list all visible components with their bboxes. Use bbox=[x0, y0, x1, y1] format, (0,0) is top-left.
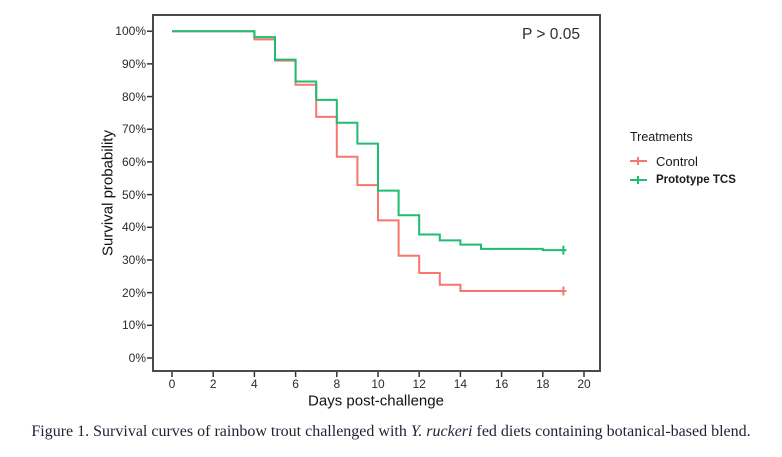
legend-item-control: Control bbox=[630, 153, 736, 169]
panel-border bbox=[152, 14, 601, 372]
x-tick-label: 14 bbox=[453, 377, 468, 391]
prototype-tcs-key-icon bbox=[630, 175, 647, 185]
x-tick-label: 4 bbox=[251, 377, 258, 391]
p-value-annotation: P > 0.05 bbox=[522, 26, 580, 43]
y-tick-label: 30% bbox=[121, 252, 146, 267]
y-tick-label: 100% bbox=[115, 24, 146, 39]
x-tick-label: 12 bbox=[412, 377, 426, 391]
x-axis-title: Days post-challenge bbox=[308, 392, 444, 410]
y-tick-label: 80% bbox=[121, 89, 146, 104]
x-tick-label: 0 bbox=[168, 377, 176, 391]
x-tick-label: 16 bbox=[494, 377, 509, 391]
control-key-icon bbox=[630, 156, 647, 166]
legend: Treatments Control Prototype TCS bbox=[630, 130, 736, 192]
survival-curve-control bbox=[172, 30, 567, 293]
caption-suffix: fed diets containing botanical-based ble… bbox=[472, 423, 751, 440]
x-tick-label: 20 bbox=[577, 377, 591, 391]
legend-title: Treatments bbox=[630, 130, 693, 144]
caption-prefix: Figure 1. Survival curves of rainbow tro… bbox=[31, 423, 411, 440]
x-tick-label: 18 bbox=[536, 377, 550, 391]
y-tick-label: 90% bbox=[121, 56, 146, 71]
x-tick-label: 6 bbox=[292, 377, 299, 391]
survival-curve-prototype-tcs bbox=[172, 30, 567, 252]
survival-plot-svg bbox=[147, 14, 601, 377]
y-tick-label: 50% bbox=[121, 187, 146, 202]
y-tick-label: 60% bbox=[121, 154, 146, 169]
y-tick-label: 10% bbox=[121, 318, 146, 333]
x-tick-label: 8 bbox=[333, 377, 341, 391]
y-tick-label: 0% bbox=[128, 351, 146, 365]
y-tick-label: 40% bbox=[121, 220, 146, 235]
caption-italic-species: Y. ruckeri bbox=[410, 423, 473, 440]
y-tick-label: 70% bbox=[121, 122, 146, 137]
y-tick-label: 20% bbox=[121, 285, 146, 300]
figure-caption: Figure 1. Survival curves of rainbow tro… bbox=[0, 423, 782, 441]
x-tick-label: 10 bbox=[371, 377, 385, 391]
legend-label-prototype-tcs: Prototype TCS bbox=[656, 174, 736, 186]
prototype-tcs-key-tick bbox=[637, 176, 639, 184]
legend-item-prototype-tcs: Prototype TCS bbox=[630, 173, 736, 187]
control-key-tick bbox=[637, 157, 639, 165]
legend-label-control: Control bbox=[656, 153, 698, 169]
x-tick-label: 2 bbox=[209, 377, 217, 391]
